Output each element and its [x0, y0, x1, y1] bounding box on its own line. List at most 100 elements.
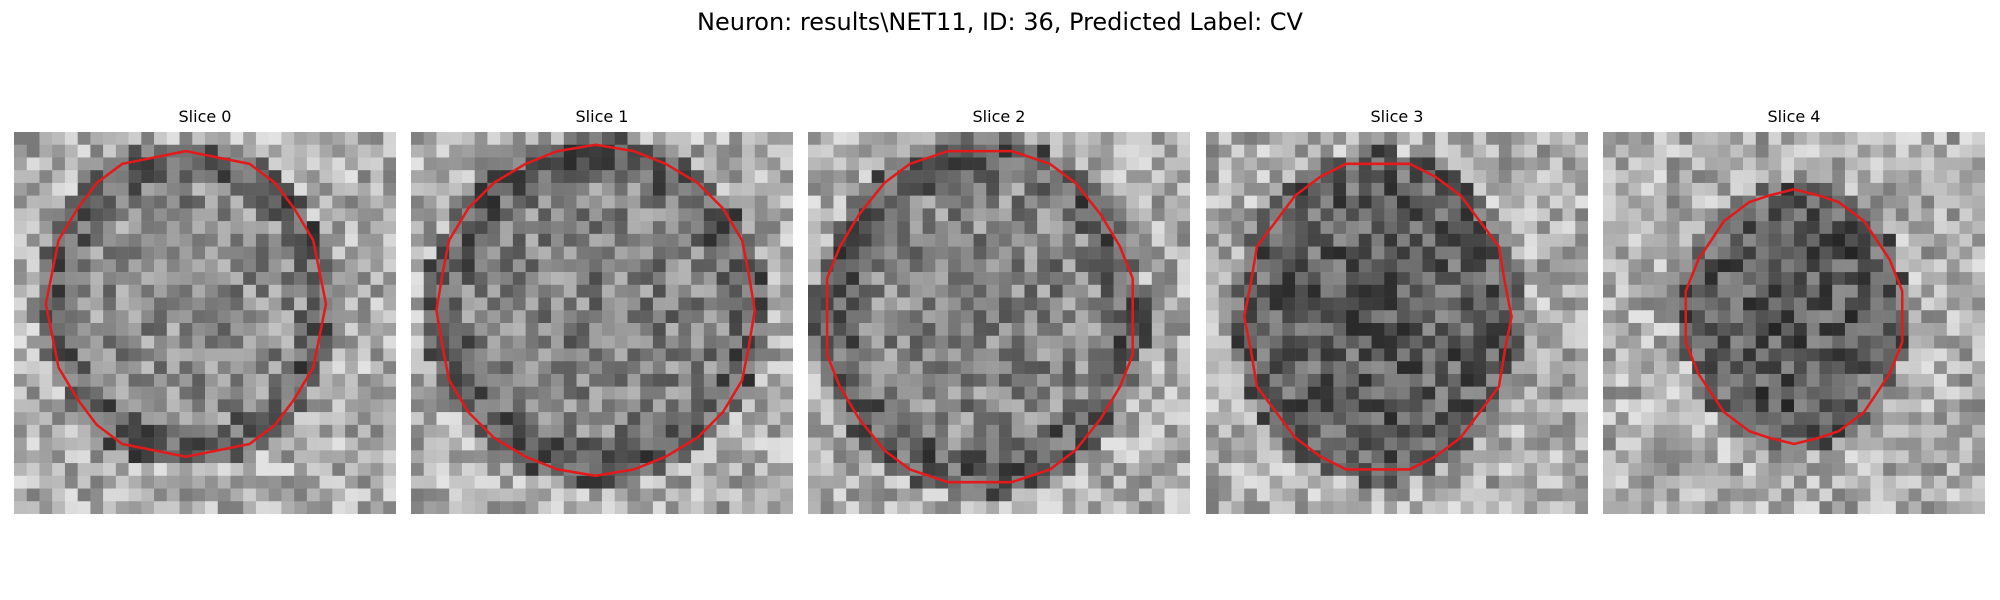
pixel: [1113, 144, 1127, 158]
pixel: [370, 170, 384, 184]
pixel: [230, 246, 244, 260]
pixel: [627, 182, 641, 196]
pixel: [1794, 259, 1807, 273]
pixel: [411, 246, 424, 260]
pixel: [1269, 335, 1283, 349]
pixel: [154, 475, 168, 489]
pixel: [808, 310, 821, 324]
pixel: [77, 373, 91, 387]
pixel: [909, 144, 923, 158]
pixel: [1113, 195, 1127, 209]
pixel: [897, 361, 911, 375]
pixel: [1024, 386, 1038, 400]
pixel: [1206, 450, 1219, 464]
pixel: [1857, 132, 1871, 145]
pixel: [1231, 297, 1245, 311]
pixel: [922, 450, 936, 464]
pixel: [538, 399, 552, 413]
pixel: [1666, 297, 1680, 311]
pixel: [1603, 488, 1616, 502]
pixel: [1946, 424, 1960, 438]
pixel: [357, 348, 371, 362]
pixel: [115, 208, 129, 222]
pixel: [846, 488, 860, 502]
pixel: [935, 424, 949, 438]
pixel: [1755, 475, 1769, 489]
pixel: [1537, 412, 1551, 426]
pixel: [423, 221, 437, 235]
pixel: [512, 323, 526, 336]
pixel: [742, 488, 756, 502]
pixel: [1794, 310, 1807, 324]
pixel: [999, 170, 1012, 184]
pixel: [166, 246, 180, 260]
pixel: [357, 284, 371, 298]
slice-panel-3: Slice 3: [1206, 106, 1588, 514]
pixel: [52, 399, 66, 413]
pixel: [1972, 488, 1985, 502]
pixel: [1206, 221, 1219, 235]
pixel: [1295, 475, 1309, 489]
pixel: [1819, 170, 1833, 184]
pixel: [1628, 144, 1642, 158]
pixel: [729, 323, 743, 336]
pixel: [1256, 488, 1270, 502]
pixel: [230, 361, 244, 375]
pixel: [525, 195, 539, 209]
pixel: [1511, 246, 1525, 260]
pixel: [370, 463, 384, 477]
pixel: [1206, 386, 1219, 400]
pixel: [1049, 323, 1063, 336]
pixel: [1946, 310, 1960, 324]
pixel: [1768, 386, 1782, 400]
pixel: [846, 475, 860, 489]
pixel: [512, 424, 526, 438]
pixel: [1908, 221, 1922, 235]
pixel: [1921, 373, 1935, 387]
pixel: [1870, 208, 1884, 222]
pixel: [14, 501, 27, 514]
pixel: [1151, 501, 1165, 514]
pixel: [858, 272, 872, 286]
pixel: [678, 463, 692, 477]
pixel: [1641, 246, 1655, 260]
pixel: [230, 170, 244, 184]
pixel: [103, 386, 117, 400]
pixel: [39, 195, 53, 209]
pixel: [602, 297, 615, 311]
pixel: [370, 373, 384, 387]
pixel: [1562, 246, 1576, 260]
pixel: [1460, 399, 1474, 413]
pixel: [742, 221, 756, 235]
pixel: [1024, 182, 1038, 196]
pixel: [1666, 437, 1680, 451]
pixel: [1717, 272, 1731, 286]
pixel: [1908, 182, 1922, 196]
pixel: [602, 246, 615, 260]
pixel: [780, 170, 793, 184]
pixel: [1857, 144, 1871, 158]
pixel: [332, 221, 346, 235]
pixel: [602, 310, 615, 324]
pixel: [1511, 437, 1525, 451]
pixel: [1653, 488, 1667, 502]
pixel: [1921, 348, 1935, 362]
pixel: [1088, 310, 1102, 324]
pixel: [1037, 284, 1051, 298]
pixel: [192, 157, 206, 171]
pixel: [39, 170, 53, 184]
pixel: [614, 323, 628, 336]
pixel: [922, 373, 936, 387]
pixel: [576, 297, 590, 311]
pixel: [1704, 182, 1718, 196]
pixel: [538, 450, 552, 464]
pixel: [103, 463, 117, 477]
pixel: [1371, 272, 1385, 286]
pixel: [1755, 488, 1769, 502]
pixel: [1832, 284, 1846, 298]
pixel: [166, 221, 180, 235]
pixel: [780, 475, 793, 489]
pixel: [179, 412, 193, 426]
pixel: [319, 157, 333, 171]
pixel: [1819, 208, 1833, 222]
